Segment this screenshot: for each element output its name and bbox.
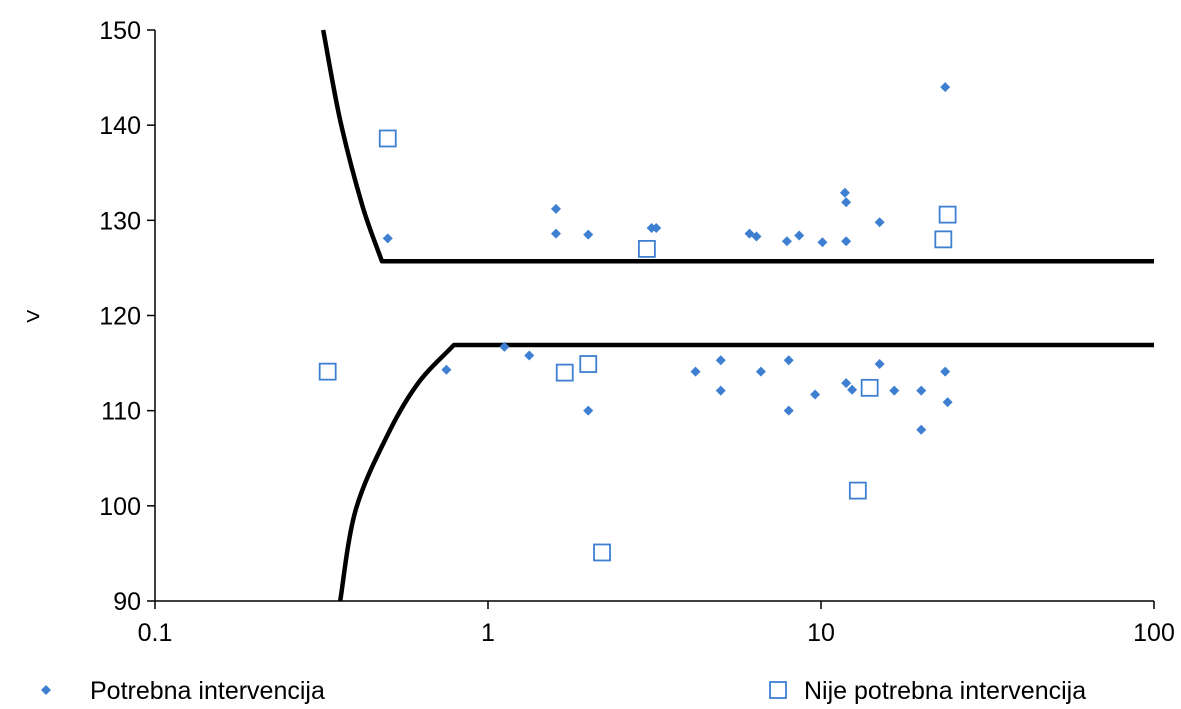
data-point-diamond <box>847 384 858 395</box>
boundary-lower <box>337 342 1154 602</box>
data-point-diamond <box>690 366 701 377</box>
data-point-diamond <box>583 405 594 416</box>
data-point-diamond <box>841 197 852 208</box>
data-point-square <box>593 543 611 562</box>
data-point-diamond <box>382 233 393 244</box>
boundary-lines <box>320 29 1154 602</box>
data-point-diamond <box>940 82 951 93</box>
x-tick-label: 1 <box>481 619 495 647</box>
data-point-diamond <box>550 203 561 214</box>
data-point-diamond <box>583 229 594 240</box>
data-point-diamond <box>755 366 766 377</box>
data-point-diamond <box>889 385 900 396</box>
data-point-square <box>318 362 337 381</box>
y-tick-label: 100 <box>99 493 141 521</box>
legend-label: Potrebna intervencija <box>90 677 325 705</box>
y-tick-label: 150 <box>99 17 141 45</box>
legend-marker-square <box>769 681 787 699</box>
data-point-diamond <box>715 355 726 366</box>
data-point-square <box>934 230 953 249</box>
data-point-diamond <box>550 228 561 239</box>
data-point-diamond <box>499 341 510 352</box>
data-point-diamond <box>841 378 852 389</box>
data-point-diamond <box>441 364 452 375</box>
data-point-diamond <box>916 424 927 435</box>
data-point-diamond <box>794 230 805 241</box>
legend-label: Nije potrebna intervencija <box>804 677 1086 705</box>
data-point-diamond <box>651 222 662 233</box>
y-axis-label: > <box>26 303 41 331</box>
y-tick-label: 110 <box>101 398 141 426</box>
legend: Potrebna intervencija Nije potrebna inter… <box>41 677 1086 705</box>
y-tick-label: 130 <box>99 207 141 235</box>
y-tick-label: 90 <box>113 588 141 616</box>
data-point-diamond <box>940 366 951 377</box>
data-point-diamond <box>751 231 762 242</box>
data-point-diamond <box>810 389 821 400</box>
x-tick-label: 10 <box>807 619 835 647</box>
data-points <box>318 82 957 562</box>
data-point-diamond <box>783 355 794 366</box>
data-point-diamond <box>783 405 794 416</box>
data-point-square <box>378 129 397 148</box>
data-point-square <box>848 481 867 500</box>
x-tick-label: 0.1 <box>138 619 173 647</box>
data-point-diamond <box>781 236 792 247</box>
data-point-diamond <box>874 217 885 228</box>
data-point-square <box>938 205 957 224</box>
x-tick-label: 100 <box>1133 619 1175 647</box>
data-point-square <box>860 378 879 397</box>
data-point-diamond <box>841 236 852 247</box>
data-point-square <box>637 239 656 258</box>
data-point-diamond <box>817 237 828 248</box>
legend-marker-diamond <box>41 685 51 695</box>
data-point-diamond <box>524 350 535 361</box>
y-tick-label: 140 <box>99 112 141 140</box>
data-point-diamond <box>942 397 953 408</box>
data-point-diamond <box>715 385 726 396</box>
y-tick-label: 120 <box>99 303 141 331</box>
data-point-square <box>579 355 598 373</box>
data-point-diamond <box>874 359 885 370</box>
data-point-diamond <box>839 187 850 198</box>
data-point-diamond <box>916 385 927 396</box>
data-point-square <box>555 363 574 382</box>
boundary-upper <box>320 29 1154 264</box>
